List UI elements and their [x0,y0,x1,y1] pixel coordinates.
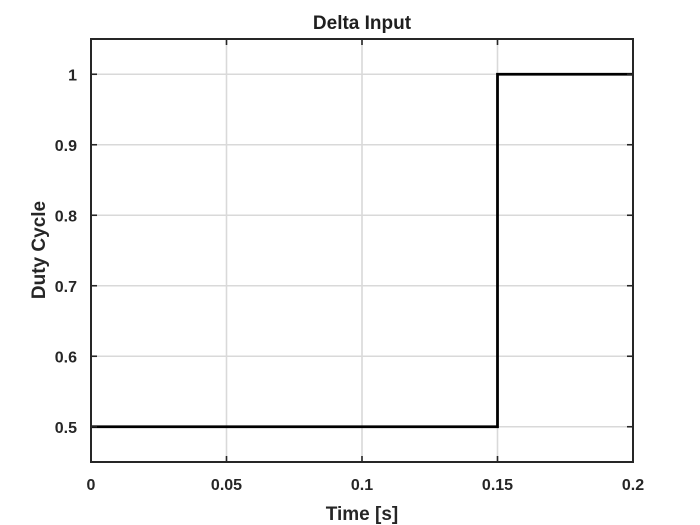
series-line [91,72,633,429]
y-axis-label: Duty Cycle [29,201,50,299]
x-tick-label: 0.15 [482,477,513,494]
x-tick-label: 0.05 [211,477,242,494]
grid-lines [91,39,633,462]
y-tick-label: 0.7 [55,279,77,296]
x-tick-label: 0.1 [351,477,373,494]
y-tick-label: 1 [68,67,77,84]
y-tick-label: 0.5 [55,420,77,437]
y-tick-label: 0.6 [55,349,77,366]
y-tick-label: 0.8 [55,208,77,225]
y-tick-labels: 0.5 0.6 0.7 0.8 0.9 1 [55,67,77,437]
x-axis-label: Time [s] [326,504,399,525]
y-tick-label: 0.9 [55,138,77,155]
x-tick-label: 0 [87,477,96,494]
chart-title: Delta Input [313,13,412,34]
x-tick-label: 0.2 [622,477,644,494]
series-layer [91,72,633,429]
x-tick-labels: 0 0.05 0.1 0.15 0.2 [87,477,645,494]
tick-marks [90,39,634,462]
